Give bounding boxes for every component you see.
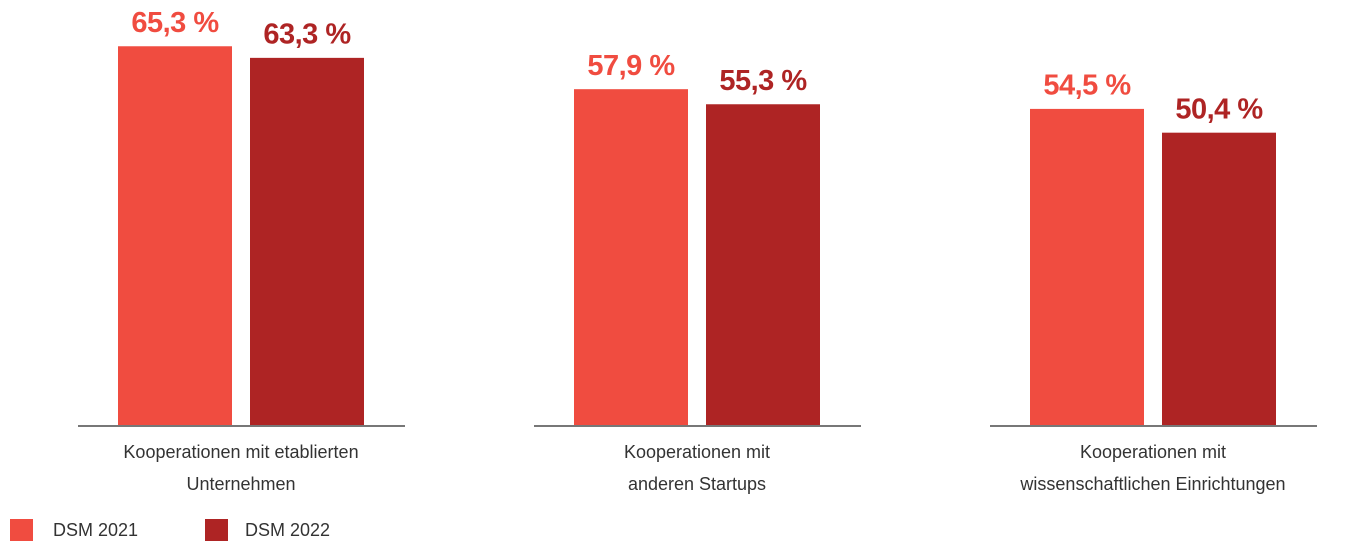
bar: [1030, 108, 1144, 426]
bar: [250, 57, 364, 426]
bar: [706, 104, 820, 425]
x-tick-label: Kooperationen mit etablierten: [123, 442, 358, 462]
x-tick-label: anderen Startups: [628, 474, 766, 494]
x-tick-label: Unternehmen: [186, 474, 295, 494]
value-label: 50,4 %: [1175, 93, 1263, 125]
legend-swatch: [205, 519, 228, 541]
legend-label: DSM 2022: [245, 520, 330, 540]
bar: [574, 89, 688, 426]
value-label: 54,5 %: [1043, 70, 1131, 102]
legend-label: DSM 2021: [53, 520, 138, 540]
x-tick-label: Kooperationen mit: [1080, 442, 1226, 462]
value-label: 65,3 %: [131, 7, 219, 39]
bar: [1162, 132, 1276, 425]
value-label: 57,9 %: [587, 50, 675, 82]
x-tick-label: wissenschaftlichen Einrichtungen: [1019, 474, 1285, 494]
bar: [118, 46, 232, 425]
value-label: 55,3 %: [719, 65, 807, 97]
value-label: 63,3 %: [263, 19, 351, 51]
x-tick-label: Kooperationen mit: [624, 442, 770, 462]
legend-swatch: [10, 519, 33, 541]
